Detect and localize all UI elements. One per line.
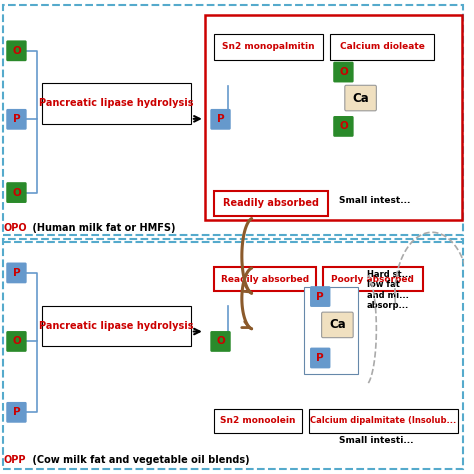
FancyBboxPatch shape	[330, 34, 434, 60]
FancyBboxPatch shape	[6, 182, 27, 203]
FancyBboxPatch shape	[304, 287, 358, 374]
Text: OPO: OPO	[3, 223, 27, 233]
FancyBboxPatch shape	[214, 409, 302, 433]
FancyBboxPatch shape	[214, 191, 328, 216]
Text: Sn2 monopalmitin: Sn2 monopalmitin	[222, 42, 315, 51]
FancyBboxPatch shape	[205, 15, 462, 220]
Text: Calcium dioleate: Calcium dioleate	[340, 42, 425, 51]
Text: O: O	[339, 67, 348, 77]
FancyBboxPatch shape	[210, 109, 231, 130]
Text: Ca: Ca	[352, 91, 369, 105]
FancyBboxPatch shape	[6, 331, 27, 352]
Text: O: O	[339, 121, 348, 131]
FancyBboxPatch shape	[214, 267, 316, 292]
Text: Small intest...: Small intest...	[339, 196, 410, 205]
Text: (Human milk fat or HMFS): (Human milk fat or HMFS)	[28, 223, 175, 233]
Text: Readily absorbed: Readily absorbed	[221, 274, 309, 283]
Text: Pancreatic lipase hydrolysis: Pancreatic lipase hydrolysis	[39, 99, 194, 109]
Text: Sn2 monoolein: Sn2 monoolein	[220, 416, 296, 425]
FancyBboxPatch shape	[333, 116, 354, 137]
Text: Small intesti...: Small intesti...	[339, 436, 414, 445]
Text: O: O	[12, 337, 21, 346]
Text: O: O	[12, 188, 21, 198]
Bar	[3, 239, 463, 469]
FancyBboxPatch shape	[214, 34, 323, 60]
Text: Poorly absorbed: Poorly absorbed	[331, 274, 414, 283]
Text: O: O	[216, 337, 225, 346]
Text: P: P	[13, 407, 20, 417]
FancyBboxPatch shape	[333, 62, 354, 82]
Text: (Cow milk fat and vegetable oil blends): (Cow milk fat and vegetable oil blends)	[28, 455, 249, 465]
FancyBboxPatch shape	[310, 286, 330, 307]
Text: O: O	[12, 46, 21, 56]
Text: P: P	[317, 353, 324, 363]
FancyBboxPatch shape	[309, 409, 457, 433]
Text: P: P	[317, 292, 324, 301]
FancyBboxPatch shape	[6, 40, 27, 61]
Text: Calcium dipalmitate (Insolub...: Calcium dipalmitate (Insolub...	[310, 416, 456, 425]
Text: Ca: Ca	[329, 319, 346, 331]
Text: Pancreatic lipase hydrolysis: Pancreatic lipase hydrolysis	[39, 320, 194, 330]
FancyBboxPatch shape	[43, 83, 191, 124]
Text: OPP: OPP	[3, 455, 26, 465]
Text: P: P	[13, 114, 20, 124]
FancyBboxPatch shape	[322, 312, 353, 337]
Bar	[3, 5, 463, 235]
FancyBboxPatch shape	[43, 306, 191, 346]
FancyBboxPatch shape	[345, 85, 376, 111]
Text: P: P	[13, 268, 20, 278]
FancyBboxPatch shape	[210, 331, 231, 352]
FancyBboxPatch shape	[6, 402, 27, 423]
FancyBboxPatch shape	[310, 347, 330, 368]
FancyBboxPatch shape	[6, 263, 27, 283]
FancyBboxPatch shape	[323, 267, 423, 292]
FancyBboxPatch shape	[6, 109, 27, 130]
Text: Readily absorbed: Readily absorbed	[223, 199, 319, 209]
Text: Hard st...
low fat
and mi...
absorp...: Hard st... low fat and mi... absorp...	[367, 270, 411, 310]
Text: P: P	[217, 114, 224, 124]
